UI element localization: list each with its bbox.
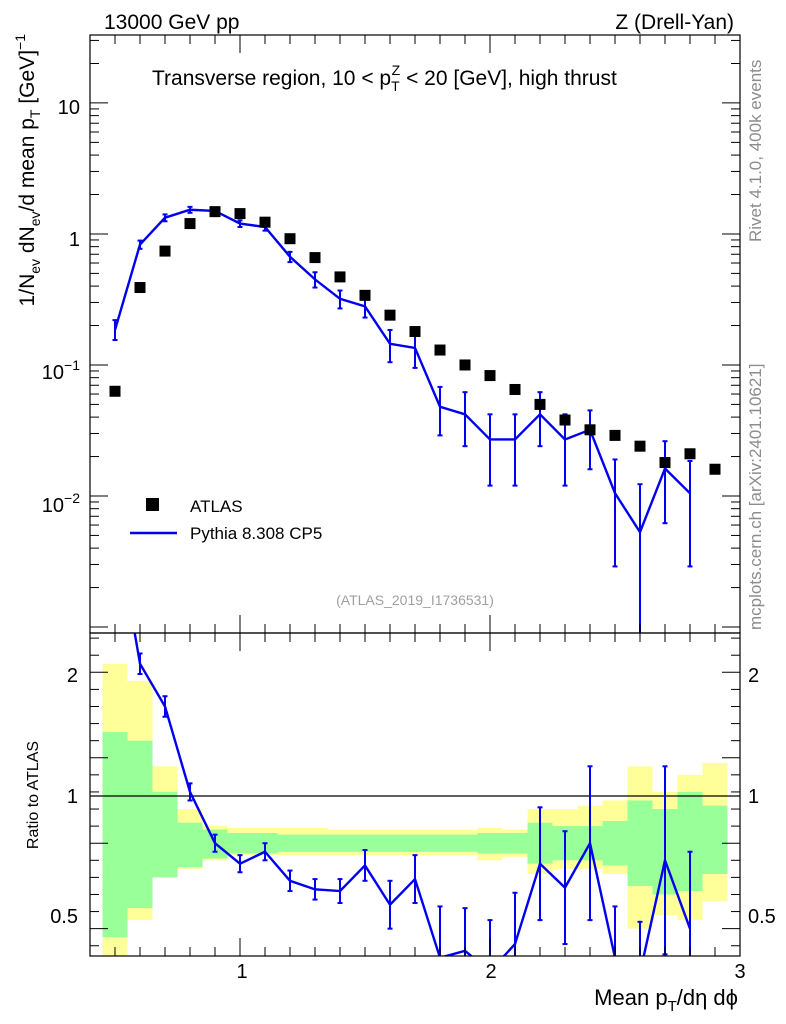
xtick-label-2: 2 — [485, 961, 496, 983]
ratio-ytick-1: 1 — [67, 786, 78, 808]
title-part-1: Transverse region, 10 < p — [152, 67, 391, 90]
atlas-point — [684, 448, 696, 460]
main-ylabel: 1/Nev dNev/d mean pT [GeV]−1 — [12, 34, 43, 307]
atlas-point — [659, 457, 671, 469]
atlas-point — [259, 216, 271, 228]
band-inner-bin — [377, 834, 403, 852]
main-title: Transverse region, 10 < pTZ < 20 [GeV], … — [152, 62, 617, 94]
ytick-label-1: 1 — [69, 229, 80, 251]
atlas-point — [334, 271, 346, 283]
atlas-point — [634, 440, 646, 452]
band-inner-bin — [452, 834, 478, 852]
ratio-ytick-2-right: 2 — [748, 665, 759, 687]
band-inner-bin — [627, 800, 653, 886]
band-inner-bin — [277, 834, 303, 852]
band-inner-bin — [402, 834, 428, 852]
atlas-point — [584, 424, 596, 436]
title-sup-Z: Z — [392, 62, 401, 78]
atlas-point — [109, 385, 121, 397]
band-inner-bin — [477, 832, 503, 854]
atlas-point — [709, 463, 721, 475]
atlas-point — [134, 282, 146, 294]
atlas-point — [159, 245, 171, 257]
atlas-point — [534, 398, 546, 410]
ytick-label-10: 10 — [58, 97, 80, 119]
legend-marker-atlas — [146, 498, 159, 511]
band-inner-bin — [302, 834, 328, 852]
ratio-ytick-0.5-right: 0.5 — [748, 906, 776, 928]
atlas-point — [234, 208, 246, 220]
main-panel: Transverse region, 10 < pTZ < 20 [GeV], … — [12, 34, 741, 634]
ratio-ytick-labels: 2 1 0.5 2 1 0.5 — [50, 665, 776, 928]
ratio-pythia-line — [133, 633, 692, 956]
ytick-label-1e-2: 10−2 — [42, 490, 80, 517]
atlas-point — [509, 383, 521, 395]
ytick-label-1e-1: 10−1 — [42, 357, 80, 384]
main-axis-ticks — [90, 35, 741, 633]
band-inner-bin — [177, 822, 203, 868]
pythia-line — [113, 208, 691, 535]
atlas-point — [609, 429, 621, 441]
header-left: 13000 GeV pp — [104, 11, 239, 34]
ratio-ytick-1-right: 1 — [748, 786, 759, 808]
band-inner-bin — [502, 832, 528, 854]
analysis-watermark: (ATLAS_2019_I1736531) — [336, 592, 494, 608]
main-data-layer — [109, 205, 721, 633]
atlas-point — [284, 233, 296, 245]
atlas-point — [559, 414, 571, 426]
ratio-axis-ticks — [90, 633, 741, 956]
legend-label-atlas: ATLAS — [190, 497, 243, 516]
ratio-ytick-2: 2 — [67, 665, 78, 687]
ratio-ytick-0.5: 0.5 — [50, 906, 78, 928]
band-inner-bin — [152, 791, 178, 878]
band-inner-bin — [352, 834, 378, 852]
band-inner-bin — [102, 732, 128, 938]
atlas-point — [384, 309, 396, 321]
legend: ATLAS Pythia 8.308 CP5 — [130, 497, 322, 543]
main-ytick-labels: 10 1 10−1 10−2 — [42, 97, 80, 517]
band-inner-bin — [702, 805, 728, 874]
ratio-ylabel: Ratio to ATLAS — [25, 741, 42, 849]
mcplots-label: mcplots.cern.ch [arXiv:2401.10621] — [746, 363, 765, 630]
xtick-label-1: 1 — [236, 961, 247, 983]
band-inner-bin — [427, 834, 453, 852]
atlas-point — [434, 344, 446, 356]
ratio-uncertainty-bands — [102, 663, 728, 956]
atlas-point — [484, 370, 496, 382]
title-part-2: < 20 [GeV], high thrust — [400, 67, 617, 90]
ratio-data-layer — [133, 633, 693, 956]
band-inner-bin — [327, 834, 353, 852]
band-inner-bin — [127, 740, 153, 909]
title-sub-T: T — [391, 78, 400, 94]
x-axis-label: Mean pT/dη dϕ — [594, 985, 738, 1015]
atlas-point — [459, 359, 471, 371]
atlas-point — [184, 218, 196, 230]
band-inner-bin — [602, 820, 628, 866]
rivet-label: Rivet 4.1.0, 400k events — [746, 59, 765, 242]
xtick-label-3: 3 — [734, 961, 745, 983]
band-inner-bin — [227, 832, 253, 854]
atlas-point — [209, 206, 221, 218]
atlas-point — [409, 326, 421, 338]
atlas-point — [309, 252, 321, 264]
atlas-point — [359, 289, 371, 301]
ratio-panel: 2 1 0.5 2 1 0.5 Ratio to ATLAS 1 2 3 Mea… — [25, 632, 776, 1015]
header-right: Z (Drell-Yan) — [615, 11, 734, 34]
legend-label-pythia: Pythia 8.308 CP5 — [190, 524, 322, 543]
ratio-xtick-labels: 1 2 3 — [236, 961, 745, 983]
